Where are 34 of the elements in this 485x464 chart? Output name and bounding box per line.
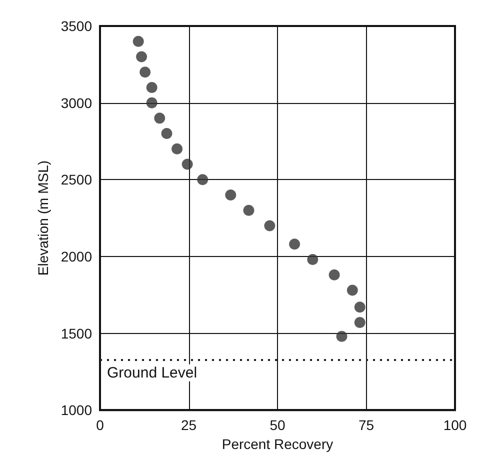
- point: [336, 330, 348, 342]
- x-axis-title: Percent Recovery: [222, 436, 334, 452]
- point: [354, 317, 366, 328]
- point: [161, 128, 172, 140]
- point: [136, 51, 148, 62]
- point: [182, 158, 193, 170]
- y-tick-label: 2000: [60, 248, 92, 264]
- point: [346, 284, 358, 296]
- point: [172, 143, 183, 154]
- x-tick-label: 75: [358, 417, 374, 434]
- y-tick-label: 2500: [60, 172, 92, 188]
- x-tick-label: 100: [443, 417, 467, 434]
- point: [146, 82, 158, 93]
- point: [328, 269, 340, 280]
- point: [140, 66, 151, 78]
- point: [132, 36, 144, 47]
- point: [243, 204, 254, 216]
- point: [225, 190, 236, 200]
- y-tick-label: 3000: [60, 94, 92, 111]
- ref-line-label: Ground Level: [107, 364, 198, 382]
- point: [354, 302, 366, 313]
- x-tick-label: 50: [270, 417, 286, 434]
- y-tick-label: 1000: [60, 402, 92, 418]
- point: [197, 174, 208, 186]
- y-axis-title: Elevation (m MSL): [34, 160, 51, 276]
- x-tick-label: 25: [180, 417, 197, 434]
- point: [146, 97, 158, 108]
- y-tick-label: 3500: [60, 18, 92, 34]
- point: [264, 220, 276, 232]
- x-tick-label: 0: [96, 417, 104, 434]
- point: [307, 254, 318, 266]
- point: [289, 238, 300, 250]
- y-tick-label: 1500: [60, 325, 92, 342]
- point: [154, 112, 166, 124]
